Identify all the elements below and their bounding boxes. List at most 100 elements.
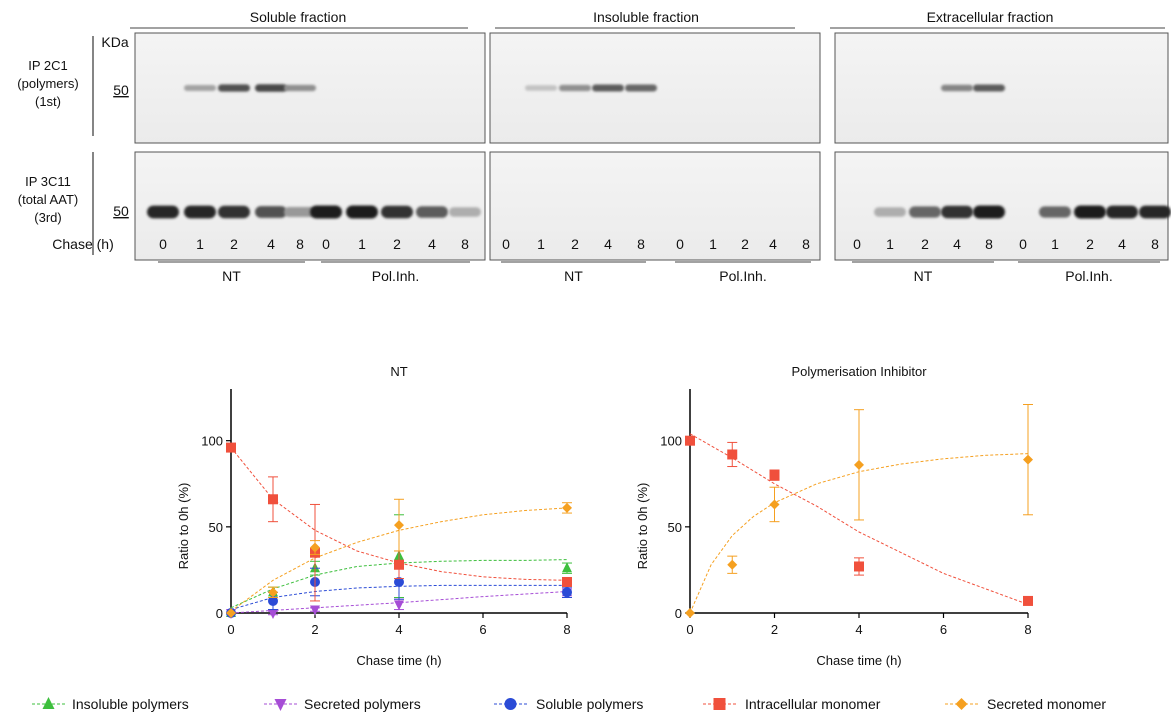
data-point (769, 470, 780, 481)
data-point (42, 697, 55, 709)
data-point (504, 698, 517, 710)
legend-marker (32, 697, 65, 709)
fit-line (230, 507, 568, 612)
lane-label: 8 (985, 236, 993, 252)
legend-marker (494, 698, 527, 710)
chart-nt-plot (226, 442, 572, 619)
lane-label: 8 (1151, 236, 1159, 252)
legend-item-secreted-monomer: Secreted monomer (945, 696, 1106, 712)
data-point (268, 595, 278, 606)
lane-label: 1 (537, 236, 545, 252)
x-tick-label: 6 (940, 622, 947, 637)
blot-band (909, 206, 941, 218)
fit-line (689, 453, 1029, 614)
blot-panels (134, 32, 1171, 261)
x-tick-label: 8 (563, 622, 570, 637)
x-tick-label: 2 (771, 622, 778, 637)
y-tick-label: 0 (216, 606, 223, 621)
blot-band (625, 84, 657, 92)
lane-label: 0 (676, 236, 684, 252)
lane-label: 4 (604, 236, 612, 252)
data-point (268, 494, 278, 505)
row1-label-line1: IP 2C1 (28, 58, 68, 73)
lane-label: 1 (358, 236, 366, 252)
lane-label: 0 (159, 236, 167, 252)
blot-column-titles: Soluble fraction Insoluble fraction Extr… (130, 9, 1165, 29)
lane-label-layer: 0 1 2 4 8 0 1 2 4 8 NT Pol.Inh. 0 1 2 4 8 0 1 2 4 8 NT Pol.Inh.… (158, 236, 1160, 284)
blot-band (255, 84, 287, 92)
lane-label: 8 (637, 236, 645, 252)
blot-band (1106, 205, 1138, 219)
chart-nt-axes: 0 2 4 6 8 0 50 100 (201, 389, 571, 637)
y-tick-label: 100 (201, 434, 223, 449)
lane-label: 0 (322, 236, 330, 252)
lane-label: 2 (230, 236, 238, 252)
x-tick-label: 6 (479, 622, 486, 637)
data-point (562, 587, 572, 598)
lane-group-label: Pol.Inh. (719, 268, 766, 284)
blot-panel (489, 151, 821, 261)
data-point (268, 609, 278, 619)
blot-band (559, 84, 591, 92)
blot-band (1039, 206, 1071, 218)
blot-band (416, 206, 448, 218)
data-point (769, 499, 780, 510)
fit-line (230, 447, 568, 581)
lane-label: 1 (709, 236, 717, 252)
blot-band (1139, 205, 1171, 219)
column-title-soluble: Soluble fraction (250, 9, 347, 25)
lane-label: 0 (853, 236, 861, 252)
blot-band (973, 84, 1005, 92)
data-point (310, 542, 320, 553)
chart-polinh-plot (685, 404, 1033, 618)
y-tick-label: 50 (209, 520, 223, 535)
blot-band (184, 84, 216, 92)
data-point (727, 449, 738, 460)
blot-band (310, 205, 342, 219)
y-tick-label: 0 (675, 606, 682, 621)
data-point (854, 459, 864, 470)
blot-band (449, 207, 481, 217)
blot-band (346, 205, 378, 219)
blot-band (147, 205, 179, 219)
blot-band (255, 206, 287, 218)
row2-marker-50: 50 (113, 203, 129, 219)
legend-label: Secreted polymers (304, 696, 421, 712)
legend-item-insoluble-polymers: Insoluble polymers (32, 696, 189, 712)
blot-band (941, 205, 973, 219)
data-point (685, 608, 695, 618)
lane-label: 1 (886, 236, 894, 252)
lane-label: 2 (921, 236, 929, 252)
legend-marker (264, 699, 297, 711)
lane-label: 2 (1086, 236, 1094, 252)
data-point (226, 608, 236, 618)
lane-label: 8 (802, 236, 810, 252)
lane-label: 0 (1019, 236, 1027, 252)
data-point (394, 576, 404, 587)
legend-item-soluble-polymers: Soluble polymers (494, 696, 643, 712)
x-tick-label: 4 (395, 622, 402, 637)
row2-label-line3: (3rd) (34, 210, 61, 225)
lane-label: 8 (296, 236, 304, 252)
chase-label: Chase (h) (52, 236, 113, 252)
legend-item-secreted-polymers: Secreted polymers (264, 696, 421, 712)
lane-label: 4 (267, 236, 275, 252)
legend-label: Secreted monomer (987, 696, 1106, 712)
chart-nt-ylabel: Ratio to 0h (%) (176, 483, 191, 570)
column-title-extracellular: Extracellular fraction (927, 9, 1054, 25)
column-title-insoluble: Insoluble fraction (593, 9, 699, 25)
chart-polinh-axes: 0 2 4 6 8 0 50 100 (660, 389, 1032, 637)
data-point (394, 559, 404, 570)
lane-group-label: Pol.Inh. (372, 268, 419, 284)
data-point (562, 576, 572, 587)
data-point (713, 698, 726, 710)
data-point (955, 698, 968, 710)
kda-label: KDa (101, 34, 128, 50)
chart-nt: NT Ratio to 0h (%) Chase time (h) 0 2 4 6 80… (176, 364, 572, 668)
lane-label: 4 (769, 236, 777, 252)
blot-band (284, 84, 316, 92)
lane-labels: Chase (h) 0 1 2 4 8 0 1 2 4 8 NT Pol.Inh. 0 1 2 4 8 0 1 2 4 8… (52, 236, 1160, 284)
lane-label: 0 (502, 236, 510, 252)
lane-label: 2 (741, 236, 749, 252)
